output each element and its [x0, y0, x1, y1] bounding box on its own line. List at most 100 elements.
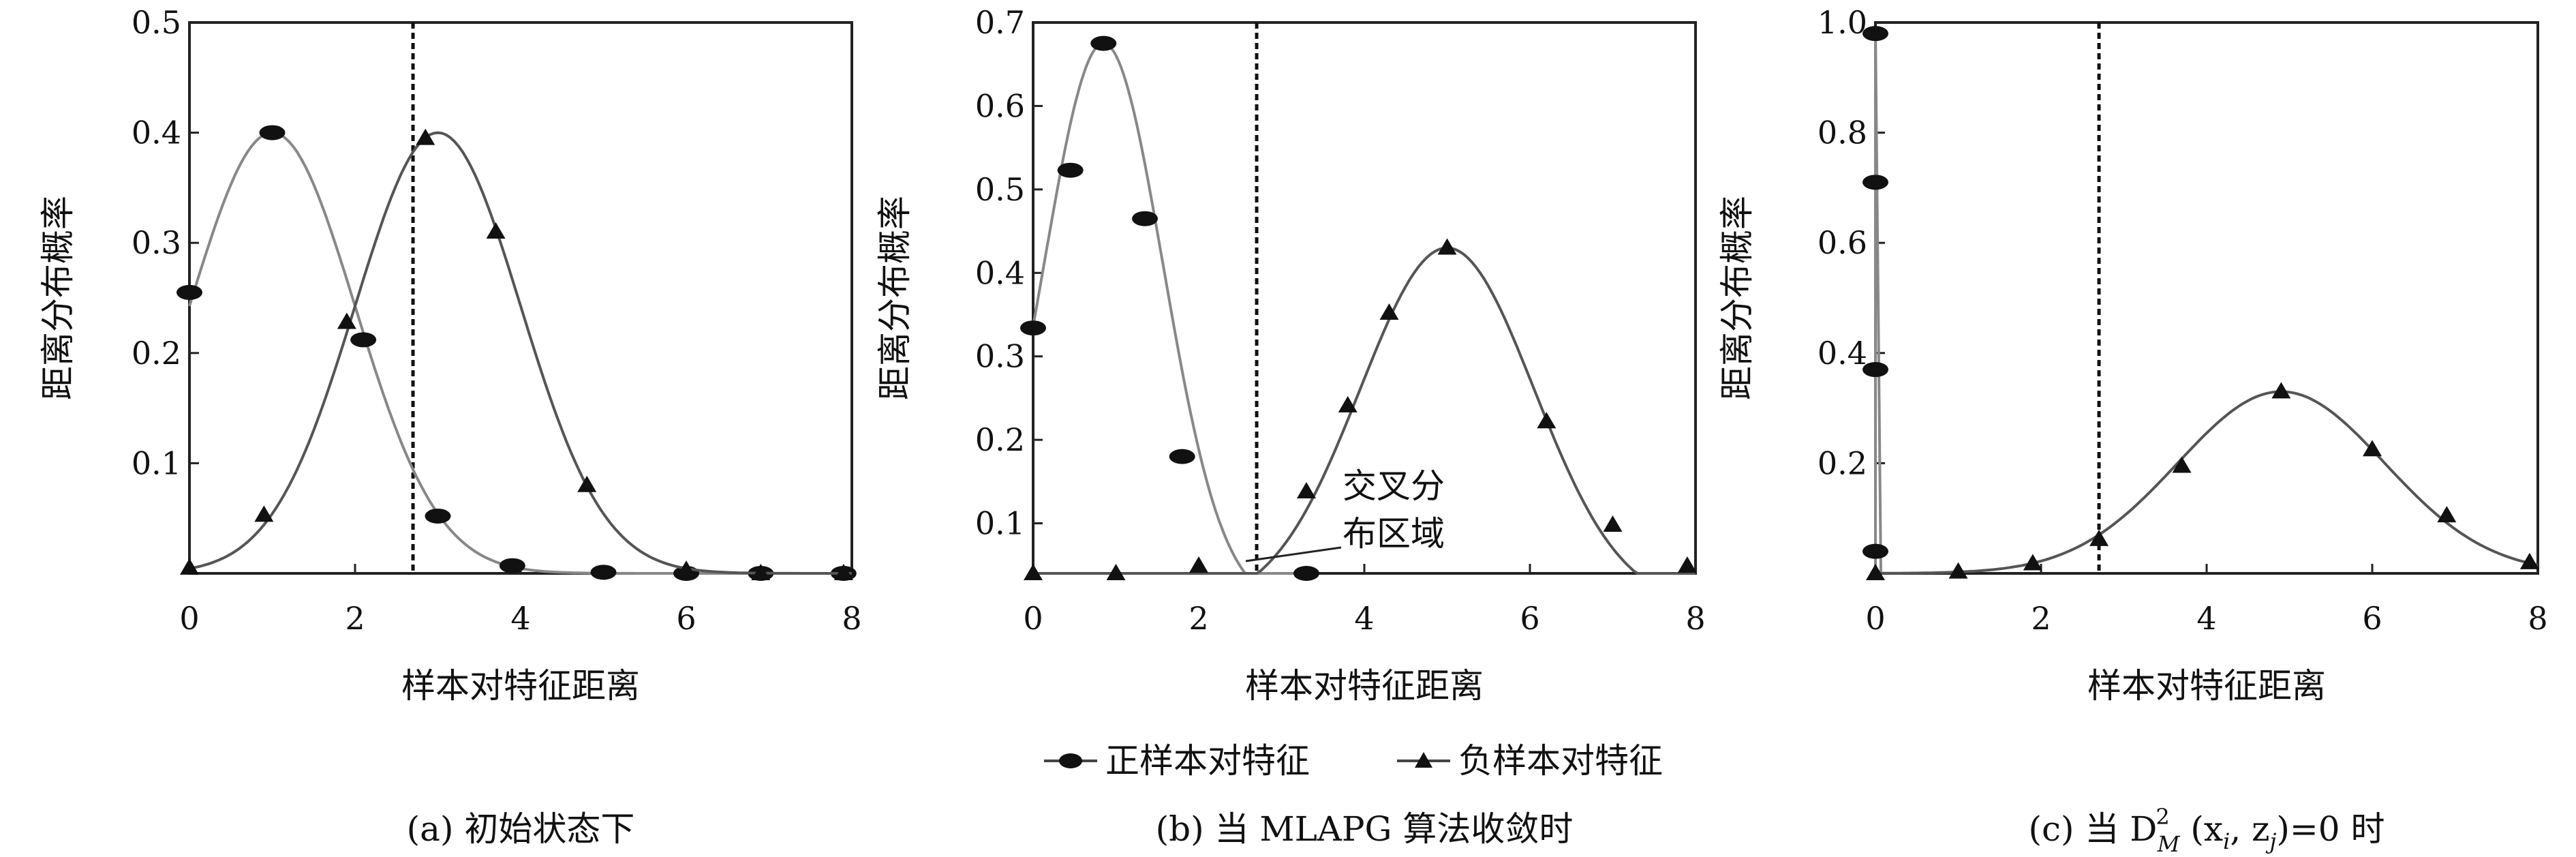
y-axis-label: 距离分布概率 — [875, 196, 915, 400]
negative-data-point — [1603, 515, 1623, 532]
x-tick-label: 2 — [2031, 600, 2051, 637]
x-tick-label: 2 — [345, 600, 365, 637]
positive-data-point — [1132, 211, 1159, 226]
y-tick-label: 0.4 — [975, 254, 1025, 291]
x-tick-label: 2 — [1189, 600, 1208, 637]
positive-data-point — [499, 558, 525, 573]
negative-data-point — [486, 222, 506, 239]
negative-data-point — [1379, 303, 1399, 320]
y-tick-label: 0.2 — [975, 421, 1025, 458]
caption-comma: , z — [2230, 809, 2269, 849]
caption-end: )=0 时 — [2276, 809, 2385, 849]
negative-data-point — [833, 564, 853, 580]
negative-data-point — [254, 505, 274, 522]
caption-sub-i: i — [2223, 828, 2230, 854]
y-tick-label: 0.8 — [1818, 115, 1867, 151]
negative-data-point — [2519, 552, 2539, 569]
negative-data-point — [1866, 564, 1885, 580]
negative-data-point — [2023, 554, 2042, 571]
negative-data-point — [577, 475, 597, 492]
negative-data-point — [1189, 556, 1208, 573]
y-axis-label: 距离分布概率 — [1717, 196, 1757, 400]
x-tick-label: 8 — [1685, 600, 1705, 637]
x-tick-label: 4 — [510, 600, 530, 637]
axis-ticks: 0 2 4 6 8 0.1 0.2 0.3 0.4 0.5 0.6 0.7 — [975, 4, 1706, 637]
axis-ticks: 0 2 4 6 8 0.1 0.2 0.3 0.4 0.5 — [132, 4, 862, 637]
positive-data-point — [1020, 320, 1046, 336]
panel-caption: (b) 当 MLAPG 算法收敛时 — [1156, 809, 1574, 849]
y-tick-label: 0.1 — [132, 445, 181, 481]
x-tick-label: 8 — [2528, 600, 2547, 637]
legend-negative-marker — [1415, 752, 1432, 768]
caption-prefix: (c) 当 D — [2028, 809, 2157, 849]
x-tick-label: 8 — [842, 600, 861, 637]
series-layer — [1020, 35, 1697, 581]
y-tick-label: 1.0 — [1818, 4, 1867, 41]
negative-data-point — [1948, 562, 1968, 579]
annotation-line-1: 交叉分 — [1343, 466, 1445, 506]
caption-superscript: 2 — [2156, 804, 2169, 830]
negative-data-point — [337, 312, 356, 329]
positive-data-point — [1862, 175, 1888, 190]
x-axis-label: 样本对特征距离 — [401, 666, 640, 706]
x-axis-label: 样本对特征距离 — [2087, 666, 2326, 706]
x-tick-label: 6 — [1520, 600, 1539, 637]
negative-data-point — [1437, 238, 1457, 255]
positive-data-point — [350, 332, 377, 348]
y-axis-label: 距离分布概率 — [38, 196, 78, 400]
y-tick-label: 0.7 — [975, 4, 1025, 41]
panel-c: 0 2 4 6 8 0.2 0.4 0.6 0.8 1.0 样本对特征距离 距离分布概率 (c) … — [1717, 4, 2548, 857]
y-tick-label: 0.2 — [1818, 445, 1867, 481]
x-tick-label: 4 — [2196, 600, 2216, 637]
negative-series-curve — [189, 131, 852, 575]
series-layer — [1862, 26, 2539, 580]
positive-data-point — [1293, 566, 1319, 581]
negative-data-point — [1338, 395, 1358, 412]
x-tick-label: 6 — [676, 600, 696, 637]
negative-series-curve — [1875, 390, 2539, 575]
negative-series-curve — [1033, 246, 1696, 575]
x-tick-label: 0 — [179, 600, 199, 637]
positive-data-point — [1862, 26, 1888, 42]
negative-data-point — [1024, 564, 1043, 580]
panel-caption: (c) 当 D2 M (xi, zj)=0 时 — [2028, 804, 2385, 857]
negative-data-point — [1677, 556, 1697, 573]
x-tick-label: 0 — [1865, 600, 1885, 637]
positive-series-curve — [1874, 28, 1882, 574]
y-tick-label: 0.3 — [975, 338, 1025, 375]
legend-positive-marker — [1059, 753, 1082, 768]
positive-data-point — [1090, 35, 1117, 51]
positive-data-point — [1057, 162, 1084, 178]
positive-data-point — [259, 125, 286, 140]
panel-a: 0 2 4 6 8 0.1 0.2 0.3 0.4 0.5 样本对特征距离 距离分布概率 (a) … — [38, 4, 862, 849]
y-tick-label: 0.3 — [132, 224, 181, 261]
negative-data-point — [2363, 440, 2382, 457]
y-tick-label: 0.1 — [975, 505, 1025, 542]
negative-data-point — [2172, 456, 2192, 473]
axis-ticks: 0 2 4 6 8 0.2 0.4 0.6 0.8 1.0 — [1818, 4, 2548, 637]
positive-series-curve — [188, 131, 852, 575]
negative-data-point — [1296, 482, 1316, 499]
legend-negative-label: 负样本对特征 — [1458, 741, 1663, 781]
panel-b: 0 2 4 6 8 0.1 0.2 0.3 0.4 0.5 0.6 0.7 交叉分 布区域 样本对特征… — [875, 4, 1706, 849]
positive-data-point — [1862, 543, 1888, 559]
plot-frame — [188, 21, 853, 575]
positive-data-point — [590, 565, 617, 580]
y-tick-label: 0.5 — [132, 4, 181, 41]
caption-args: (x — [2180, 809, 2224, 849]
negative-data-point — [2437, 506, 2457, 523]
legend-positive-label: 正样本对特征 — [1105, 741, 1310, 781]
positive-data-point — [177, 284, 202, 300]
y-tick-label: 0.4 — [1818, 335, 1867, 372]
positive-data-point — [1862, 362, 1888, 378]
negative-data-point — [416, 128, 435, 145]
y-tick-label: 0.6 — [1818, 224, 1867, 261]
negative-data-point — [180, 558, 199, 575]
plot-frame — [1874, 21, 2539, 575]
negative-data-point — [2271, 382, 2291, 399]
legend: 正样本对特征 负样本对特征 — [1044, 741, 1663, 781]
positive-data-point — [425, 508, 451, 524]
negative-data-point — [2089, 529, 2109, 546]
x-tick-label: 6 — [2362, 600, 2382, 637]
